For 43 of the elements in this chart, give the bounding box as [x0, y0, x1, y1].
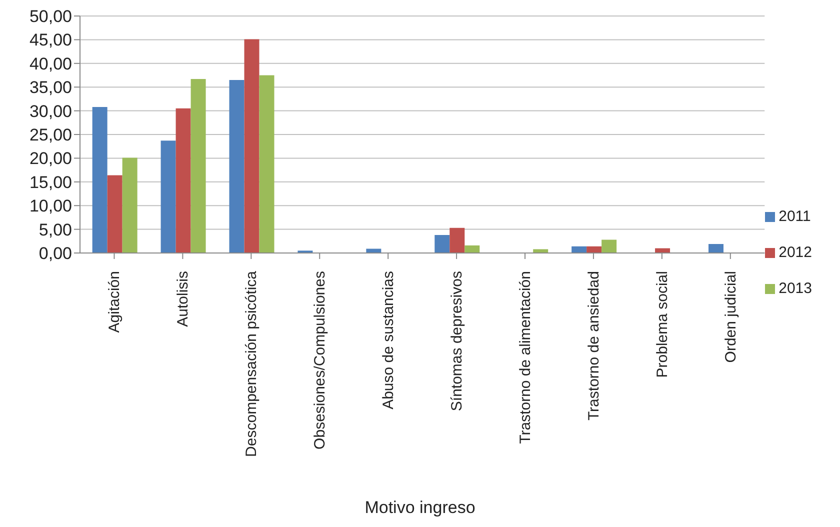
y-tick-label: 45,00 [29, 30, 72, 50]
bar [176, 108, 191, 253]
x-tick-label: Obsesiones/Compulsiones [312, 271, 329, 450]
bar [533, 249, 548, 253]
legend-label: 2011 [778, 208, 811, 225]
x-axis-title: Motivo ingreso [364, 498, 476, 518]
legend-label: 2013 [778, 280, 812, 297]
x-tick-label: Trastorno de ansiedad [585, 271, 602, 421]
bar [464, 245, 480, 253]
bar [450, 228, 465, 253]
bar [586, 246, 602, 253]
bar [259, 75, 274, 253]
bar [434, 234, 450, 253]
y-tick-label: 10,00 [29, 196, 72, 216]
x-tick-label: Abuso de sustancias [380, 271, 398, 410]
y-tick-label: 25,00 [29, 126, 72, 145]
y-tick-label: 50,00 [29, 7, 72, 26]
y-tick-label: 40,00 [29, 54, 72, 74]
bar [122, 158, 138, 253]
bar [92, 107, 108, 253]
legend-label: 2012 [778, 244, 812, 261]
y-tick-label: 30,00 [29, 102, 72, 121]
x-tick-label: Agitación [106, 271, 124, 333]
bar [107, 175, 122, 253]
x-tick-label: Orden judicial [722, 271, 740, 363]
y-tick-label: 35,00 [29, 78, 72, 98]
y-tick-label: 20,00 [29, 149, 72, 168]
bar [190, 79, 206, 253]
bar [572, 246, 587, 253]
bar [160, 140, 176, 253]
x-tick-label: Trastorno de alimentación [517, 271, 534, 444]
bar [602, 240, 617, 253]
y-tick-label: 0,00 [38, 244, 72, 264]
x-tick-label: Autolisis [174, 271, 192, 327]
x-tick-label: Problema social [654, 271, 671, 378]
bar [244, 39, 260, 253]
bar [366, 248, 382, 253]
y-tick-label: 5,00 [38, 220, 72, 240]
bar [708, 244, 724, 253]
y-tick-label: 15,00 [29, 172, 72, 192]
x-tick-label: Síntomas depresivos [448, 271, 466, 412]
bar [229, 80, 244, 253]
x-tick-label: Descompensación psicótica [243, 270, 260, 457]
